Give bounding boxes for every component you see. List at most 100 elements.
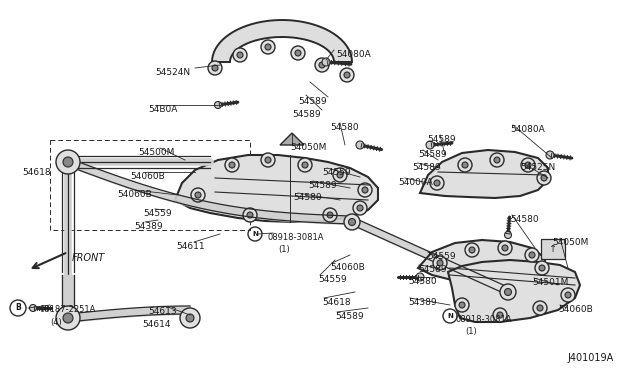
Circle shape [29, 305, 36, 311]
Circle shape [455, 298, 469, 312]
Circle shape [315, 58, 329, 72]
Circle shape [63, 313, 73, 323]
Text: ↑: ↑ [549, 244, 557, 254]
Circle shape [533, 301, 547, 315]
Circle shape [357, 205, 363, 211]
Circle shape [261, 40, 275, 54]
Circle shape [434, 180, 440, 186]
Circle shape [333, 168, 347, 182]
Text: 54589: 54589 [298, 97, 326, 106]
Text: 54589: 54589 [335, 312, 364, 321]
Circle shape [233, 48, 247, 62]
Circle shape [529, 252, 535, 258]
Circle shape [323, 208, 337, 222]
Text: 54589: 54589 [292, 110, 321, 119]
Text: 54580: 54580 [330, 123, 358, 132]
Circle shape [225, 158, 239, 172]
Circle shape [525, 248, 539, 262]
Text: 08918-3081A: 08918-3081A [268, 233, 324, 242]
Text: 54559: 54559 [427, 252, 456, 261]
Circle shape [500, 284, 516, 300]
Circle shape [433, 256, 447, 270]
Circle shape [214, 102, 221, 109]
Text: (1): (1) [278, 245, 290, 254]
Text: 54559: 54559 [322, 168, 351, 177]
Circle shape [212, 65, 218, 71]
Circle shape [362, 187, 368, 193]
Circle shape [229, 162, 235, 168]
Text: 54060B: 54060B [130, 172, 164, 181]
Text: B: B [15, 304, 21, 312]
Circle shape [458, 158, 472, 172]
Text: J401019A: J401019A [567, 353, 613, 363]
Circle shape [497, 312, 503, 318]
Circle shape [426, 141, 434, 149]
Text: 08918-3081A: 08918-3081A [455, 315, 511, 324]
Text: 54080A: 54080A [336, 50, 371, 59]
Circle shape [247, 212, 253, 218]
Polygon shape [418, 240, 545, 283]
Circle shape [465, 243, 479, 257]
Circle shape [56, 150, 80, 174]
Circle shape [344, 72, 350, 78]
Text: FRONT: FRONT [72, 253, 105, 263]
Text: 54589: 54589 [427, 135, 456, 144]
Text: 54589: 54589 [418, 265, 447, 274]
Circle shape [344, 214, 360, 230]
Circle shape [302, 162, 308, 168]
Text: N: N [447, 313, 453, 319]
Circle shape [358, 183, 372, 197]
Circle shape [265, 44, 271, 50]
Text: 54501M: 54501M [532, 278, 568, 287]
Circle shape [493, 308, 507, 322]
Text: 54613: 54613 [148, 307, 177, 316]
Text: 54524N: 54524N [155, 68, 190, 77]
Circle shape [349, 218, 355, 225]
Text: 54589: 54589 [308, 181, 337, 190]
Polygon shape [280, 133, 304, 145]
Circle shape [186, 314, 194, 322]
FancyBboxPatch shape [541, 239, 565, 259]
Text: 54080A: 54080A [510, 125, 545, 134]
Text: 54B0A: 54B0A [148, 105, 177, 114]
Text: 54589: 54589 [418, 150, 447, 159]
Circle shape [537, 171, 551, 185]
Circle shape [337, 172, 343, 178]
Text: 54580: 54580 [293, 193, 322, 202]
Text: 54559: 54559 [318, 275, 347, 284]
Circle shape [291, 46, 305, 60]
Circle shape [462, 162, 468, 168]
Circle shape [525, 162, 531, 168]
Circle shape [191, 188, 205, 202]
Circle shape [535, 261, 549, 275]
Circle shape [490, 153, 504, 167]
Text: 54060B: 54060B [117, 190, 152, 199]
Text: 54580: 54580 [510, 215, 539, 224]
Circle shape [265, 157, 271, 163]
Polygon shape [448, 260, 580, 322]
Text: (4): (4) [50, 318, 61, 327]
Circle shape [459, 302, 465, 308]
Polygon shape [420, 150, 548, 198]
Text: 54060B: 54060B [558, 305, 593, 314]
Text: 54389: 54389 [408, 298, 436, 307]
Circle shape [261, 153, 275, 167]
Circle shape [353, 201, 367, 215]
Circle shape [63, 157, 73, 167]
Circle shape [243, 208, 257, 222]
Text: 54618: 54618 [22, 168, 51, 177]
Polygon shape [212, 20, 352, 62]
Circle shape [469, 247, 475, 253]
Circle shape [561, 288, 575, 302]
Circle shape [295, 50, 301, 56]
Circle shape [237, 52, 243, 58]
Circle shape [319, 62, 325, 68]
Circle shape [498, 241, 512, 255]
Text: 54611: 54611 [176, 242, 205, 251]
Circle shape [430, 176, 444, 190]
Text: 54618: 54618 [322, 298, 351, 307]
Text: 54525N: 54525N [520, 163, 556, 172]
Circle shape [494, 157, 500, 163]
Circle shape [195, 192, 201, 198]
Circle shape [322, 58, 330, 66]
